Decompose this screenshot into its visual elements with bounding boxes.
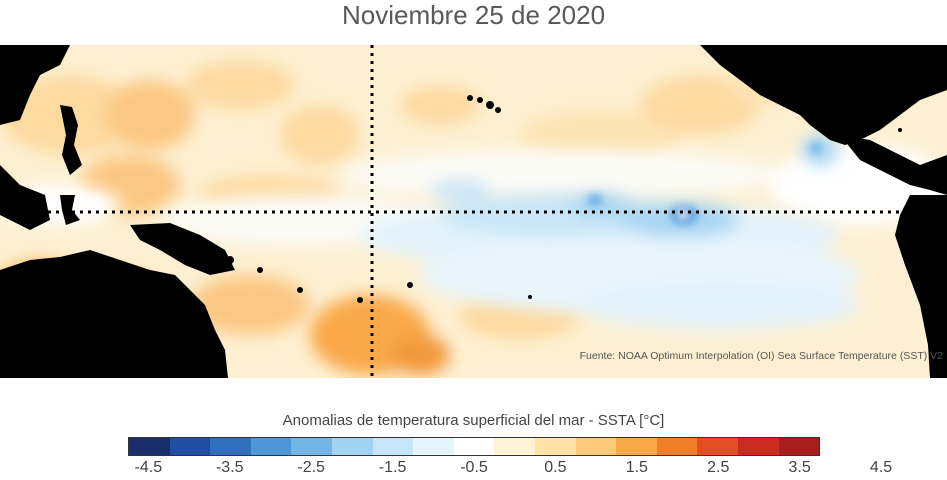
colorbar-segment (616, 438, 657, 455)
colorbar-tick-label: 1.5 (625, 459, 648, 476)
south-america (895, 195, 947, 378)
colorbar-tick-label: -4.5 (134, 459, 163, 476)
colorbar-tick-label: -3.5 (215, 459, 244, 476)
asia-mainland (0, 45, 70, 125)
land-masses (0, 45, 947, 378)
colorbar-title: Anomalias de temperatura superficial del… (282, 412, 665, 429)
colorbar-tick-label: 0.5 (544, 459, 567, 476)
colorbar-segment (291, 438, 332, 455)
colorbar-ticks: -4.5 -3.5 -2.5 -1.5 -0.5 0.5 1.5 2.5 3.5 4.5 (128, 455, 893, 480)
cool-anomaly-cores (587, 142, 822, 225)
colorbar-tick-label: -2.5 (297, 459, 325, 476)
colorbar-segment (575, 438, 617, 455)
colorbar-tick-label: -0.5 (460, 459, 488, 476)
colorbar-segment (737, 438, 779, 455)
colorbar-segment (372, 438, 414, 455)
colorbar-tick-label: 3.5 (788, 459, 811, 476)
central-america (840, 135, 947, 195)
ssta-map (0, 45, 947, 378)
data-source-note: Fuente: NOAA Optimum Interpolation (OI) … (579, 350, 943, 362)
colorbar-segment (494, 438, 535, 455)
colorbar (128, 437, 820, 456)
colorbar-segment (169, 438, 211, 455)
philippines (60, 105, 82, 175)
map-title: Noviembre 25 de 2020 (341, 0, 606, 30)
colorbar-tick-label: -1.5 (378, 459, 407, 476)
colorbar-segment (778, 438, 820, 455)
colorbar-segment (534, 438, 576, 455)
borneo-sumatra (0, 165, 50, 230)
colorbar-segment (250, 438, 292, 455)
colorbar-segment (697, 438, 738, 455)
colorbar-segment (331, 438, 373, 455)
north-america (700, 45, 947, 145)
sulawesi (60, 195, 80, 225)
colorbar-segment (413, 438, 454, 455)
colorbar-segment (210, 438, 251, 455)
colorbar-tick-label: 2.5 (707, 459, 730, 476)
new-guinea (130, 223, 235, 275)
colorbar-segment (453, 438, 495, 455)
colorbar-segment (129, 438, 170, 455)
colorbar-tick-label: 4.5 (869, 459, 893, 476)
australia (0, 250, 228, 378)
colorbar-segment (656, 438, 698, 455)
